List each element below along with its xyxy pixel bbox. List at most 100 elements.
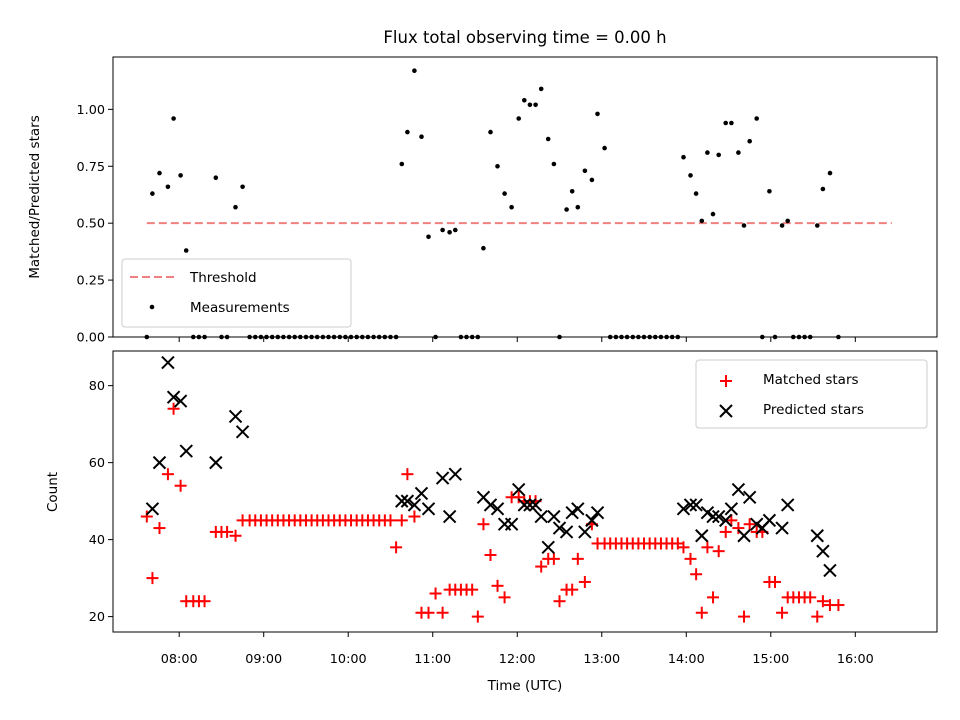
matched-star-point [395,514,408,527]
matched-star-point [776,606,789,619]
matched-star-point [719,525,732,538]
predicted-star-point [407,498,422,512]
x-tick-label: 14:00 [668,652,705,667]
ratio-legend: Threshold Measurements [121,258,352,328]
measurement-point [564,207,569,212]
matched-star-point [429,587,442,600]
predicted-star-point [565,505,579,520]
predicted-star-point [414,486,429,501]
ratio-y-tick-label: 1.00 [77,103,106,118]
measurement-point [233,204,238,210]
legend-matched-marker [720,375,732,387]
measurement-point [545,136,551,142]
matched-star-point [471,610,484,623]
ratio-y-axis-label: Matched/Predicted stars [27,115,43,278]
matched-star-point [677,541,690,554]
predicted-star-point [689,498,703,512]
measurement-point [827,170,833,176]
matched-star-point [732,522,745,535]
measurement-point [171,116,176,121]
x-axis-label: Time (UTC) [487,678,563,694]
measurement-point [705,150,710,155]
legend-measurements-label: Measurements [190,300,290,316]
predicted-star-point [749,517,764,531]
predicted-star-point [483,498,498,512]
predicted-star-point [762,513,777,528]
predicted-star-point [742,490,757,504]
predicted-star-point [435,471,450,485]
measurement-point [213,175,219,180]
matched-star-point [566,583,579,596]
measurement-point [533,102,538,108]
predicted-star-point [571,502,585,516]
measurement-point [767,189,772,194]
predicted-star-point [706,509,720,524]
matched-star-point [401,468,414,481]
predicted-star-point [700,505,715,520]
predicted-star-point [523,498,537,512]
measurement-point [481,245,486,251]
x-tick-label: 13:00 [583,652,620,667]
measurement-point [527,102,533,108]
x-tick-label: 08:00 [161,652,198,667]
measurement-point [447,230,452,235]
predicted-star-point [547,509,561,524]
predicted-star-point [400,494,415,508]
measurement-point [516,116,521,121]
legend-matched-label: Matched stars [763,372,859,388]
measurement-point [157,170,162,176]
x-tick-label: 09:00 [245,652,282,667]
measurement-point [785,218,790,224]
predicted-star-point [683,498,698,512]
predicted-star-point [145,502,160,516]
matched-star-point [174,479,187,492]
predicted-star-point [534,509,548,524]
predicted-star-point [823,563,837,578]
predicted-star-point [590,505,605,520]
measurement-point [582,168,588,174]
predicted-star-point [504,517,519,531]
measurement-point [440,227,445,233]
count-y-tick-label: 40 [89,533,105,548]
measurement-point [710,211,716,217]
measurement-point [693,191,699,196]
ratio-y-tick-label: 0.75 [77,160,106,175]
matched-star-point [477,518,490,531]
matched-star-point [769,575,782,588]
matched-star-point [701,541,714,554]
measurement-point [723,120,728,126]
predicted-star-point [737,529,751,543]
ratio-legend-box [121,258,352,328]
count-y-tick-label: 60 [89,456,105,471]
predicted-star-point [719,513,733,528]
count-plot-frame [112,350,938,633]
measurement-point [754,116,759,121]
x-tick-label: 12:00 [499,652,536,667]
matched-star-point [571,552,584,565]
matched-star-point [198,595,211,608]
matched-star-point [707,591,720,604]
matched-star-point [422,606,435,619]
measurement-point [595,111,600,117]
predicted-star-point [676,502,691,516]
predicted-star-point [161,355,175,370]
predicted-star-point [421,502,436,516]
measurement-point [412,68,417,73]
predicted-star-point [695,529,709,543]
matched-star-point [221,525,234,538]
count-y-tick-label: 20 [89,610,105,625]
measurement-point [538,86,544,92]
legend-predicted-marker [719,404,733,418]
matched-star-point [491,579,504,592]
matched-star-point [384,514,397,527]
matched-star-point [140,510,153,523]
predicted-star-point [442,509,457,524]
matched-star-point [547,552,560,565]
x-tick-label: 15:00 [752,652,789,667]
predicted-star-point [448,467,462,481]
predicted-star-point [166,390,181,404]
count-legend-box [695,359,928,429]
predicted-star-point [731,482,746,497]
predicted-star-point [810,529,824,543]
measurement-point [419,134,424,139]
